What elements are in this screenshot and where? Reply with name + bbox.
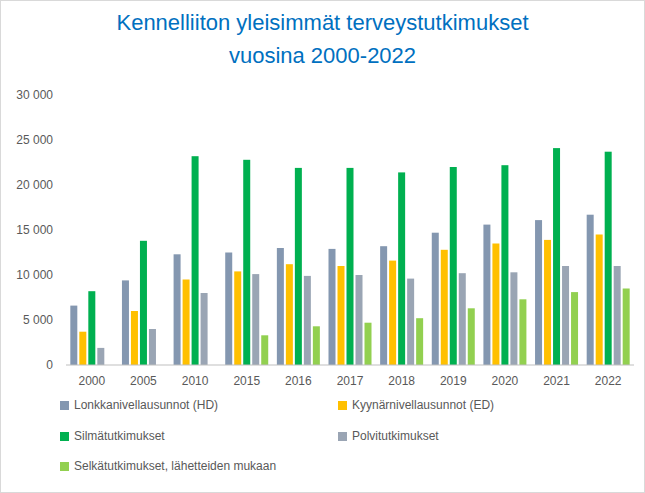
bar	[459, 273, 466, 365]
bar	[356, 275, 363, 365]
bar	[535, 220, 542, 365]
y-tick-label: 15 000	[16, 223, 53, 237]
bar	[149, 329, 156, 365]
bar	[243, 160, 250, 365]
y-tick-label: 5 000	[23, 313, 53, 327]
x-tick-label: 2005	[130, 374, 157, 388]
bar	[450, 167, 457, 365]
bar	[261, 335, 268, 365]
bar	[313, 326, 320, 365]
bar	[553, 148, 560, 365]
bar	[519, 299, 526, 365]
bar	[365, 323, 372, 365]
x-tick-label: 2010	[182, 374, 209, 388]
bar	[483, 225, 490, 365]
bar	[252, 274, 259, 365]
bar	[88, 291, 95, 365]
x-tick-label: 2021	[543, 374, 570, 388]
legend-swatch	[60, 432, 69, 441]
bar	[277, 248, 284, 365]
bar	[122, 280, 129, 365]
bar	[407, 279, 414, 365]
y-tick-label: 0	[46, 358, 53, 372]
legend-label: Kyynärnivellausunnot (ED)	[352, 398, 494, 412]
bars	[70, 148, 629, 365]
legend-label: Selkätutkimukset, lähetteiden mukaan	[74, 459, 276, 473]
bar	[416, 318, 423, 365]
bar	[347, 168, 354, 365]
x-tick-label: 2019	[440, 374, 467, 388]
bar	[587, 215, 594, 365]
chart-container: Kennelliiton yleisimmät terveystutkimuks…	[0, 0, 645, 493]
x-axis	[66, 365, 634, 366]
bar	[304, 276, 311, 365]
bar	[596, 235, 603, 366]
bar	[510, 272, 517, 365]
y-axis	[66, 95, 67, 365]
legend-label: Lonkkanivellausunnot (HD)	[74, 398, 218, 412]
legend-swatch	[338, 401, 347, 410]
bar	[571, 292, 578, 365]
x-tick-label: 2020	[492, 374, 519, 388]
bar	[174, 254, 181, 365]
legend-swatch	[60, 462, 69, 471]
bar	[97, 348, 104, 365]
bar	[295, 168, 302, 365]
legend-label: Polvitutkimukset	[352, 429, 439, 443]
x-tick-label: 2000	[78, 374, 105, 388]
bar	[501, 165, 508, 365]
legend-swatch	[338, 432, 347, 441]
bar	[286, 264, 293, 365]
bar	[614, 266, 621, 365]
bar	[70, 306, 77, 365]
bar	[605, 152, 612, 365]
bar	[544, 240, 551, 365]
bar	[468, 308, 475, 365]
bar	[329, 249, 336, 365]
bar	[140, 241, 147, 365]
bar	[338, 266, 345, 365]
bar	[192, 156, 199, 365]
x-tick-label: 2018	[388, 374, 415, 388]
chart-frame	[1, 1, 645, 493]
legend-swatch	[60, 401, 69, 410]
chart-svg: Kennelliiton yleisimmät terveystutkimuks…	[0, 0, 645, 493]
x-tick-label: 2016	[285, 374, 312, 388]
bar	[201, 293, 208, 365]
legend: Lonkkanivellausunnot (HD) Kyynärnivellaus…	[60, 398, 494, 473]
y-tick-label: 30 000	[16, 88, 53, 102]
bar	[380, 246, 387, 365]
y-tick-label: 10 000	[16, 268, 53, 282]
y-tick-label: 25 000	[16, 133, 53, 147]
bar	[441, 250, 448, 365]
bar	[623, 289, 630, 366]
x-tick-label: 2017	[337, 374, 364, 388]
bar	[225, 253, 232, 366]
title: Kennelliiton yleisimmät terveystutkimuks…	[116, 10, 528, 68]
bar	[432, 233, 439, 365]
bar	[492, 244, 499, 366]
y-tick-label: 20 000	[16, 178, 53, 192]
x-tick-label: 2022	[595, 374, 622, 388]
bar	[234, 271, 241, 365]
bar	[131, 311, 138, 365]
bar	[398, 172, 405, 365]
bar	[389, 261, 396, 365]
legend-label: Silmätutkimukset	[74, 429, 165, 443]
bar	[562, 266, 569, 365]
bar	[79, 332, 86, 365]
x-tick-label: 2015	[233, 374, 260, 388]
bar	[183, 280, 190, 366]
